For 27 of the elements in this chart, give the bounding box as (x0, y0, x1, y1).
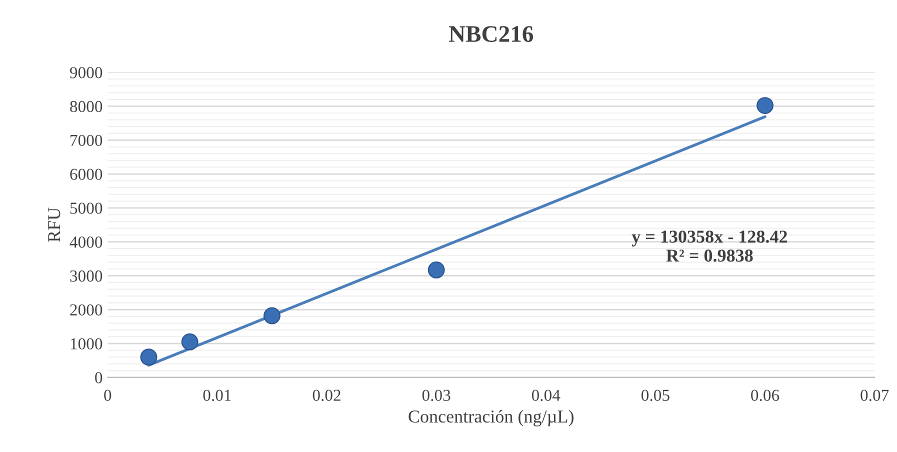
x-tick-label: 0.05 (642, 390, 670, 402)
x-tick-label: 0.06 (751, 390, 780, 402)
point (428, 261, 445, 278)
y-tick-label: 4000 (70, 236, 102, 248)
point (181, 333, 198, 350)
annotation: y = 130358x - 128.42 R² = 0.9838 (632, 230, 788, 262)
x-tick-label: 0.04 (532, 390, 560, 402)
x-tick-label: 0.07 (860, 390, 889, 402)
y-tick-label: 8000 (70, 100, 102, 112)
x-axis-title: Concentración (ng/µL) (408, 410, 574, 426)
point (140, 348, 158, 366)
y-tick-label: 3000 (70, 270, 102, 282)
y-tick-label: 2000 (70, 304, 102, 316)
point (756, 97, 774, 114)
y-tick-label: 7000 (70, 134, 102, 146)
y-tick-label: 0 (95, 372, 102, 384)
chart-title: NBC216 (448, 26, 534, 42)
x-tick-label: 0.02 (312, 390, 340, 402)
y-tick-label: 1000 (70, 338, 102, 350)
x-tick-label: 0.03 (422, 390, 450, 402)
y-tick-label: 6000 (70, 168, 102, 180)
point (264, 307, 280, 324)
y-tick-label: 9000 (70, 67, 102, 78)
x-tick-label: 0.01 (203, 390, 231, 402)
x-tick-label: 0 (104, 390, 112, 401)
y-tick-label: 5000 (70, 202, 102, 214)
y-axis-title: RFU (48, 208, 60, 242)
